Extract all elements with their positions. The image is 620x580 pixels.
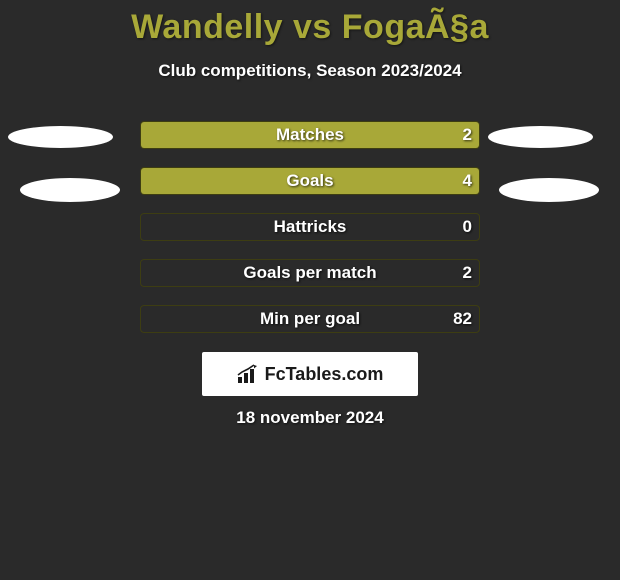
brand-link[interactable]: FcTables.com	[202, 352, 418, 396]
stat-value: 4	[463, 167, 472, 195]
brand-text: FcTables.com	[265, 364, 384, 385]
bar-track	[140, 121, 480, 149]
bar-fill	[141, 168, 479, 194]
page-title: Wandelly vs FogaÃ§a	[0, 0, 620, 47]
stat-value: 2	[463, 121, 472, 149]
stat-value: 2	[463, 259, 472, 287]
player-marker	[499, 178, 599, 202]
subtitle: Club competitions, Season 2023/2024	[0, 61, 620, 81]
stat-value: 0	[463, 213, 472, 241]
bar-fill	[141, 122, 479, 148]
player-marker	[20, 178, 120, 202]
bar-track	[140, 259, 480, 287]
bar-track	[140, 213, 480, 241]
stat-value: 82	[453, 305, 472, 333]
stat-row: Goals per match2	[0, 250, 620, 296]
brand-chart-icon	[237, 364, 259, 384]
bar-track	[140, 305, 480, 333]
player-marker	[488, 126, 593, 148]
player-marker	[8, 126, 113, 148]
stat-row: Hattricks0	[0, 204, 620, 250]
bar-track	[140, 167, 480, 195]
generated-date: 18 november 2024	[0, 408, 620, 428]
stat-row: Min per goal82	[0, 296, 620, 342]
